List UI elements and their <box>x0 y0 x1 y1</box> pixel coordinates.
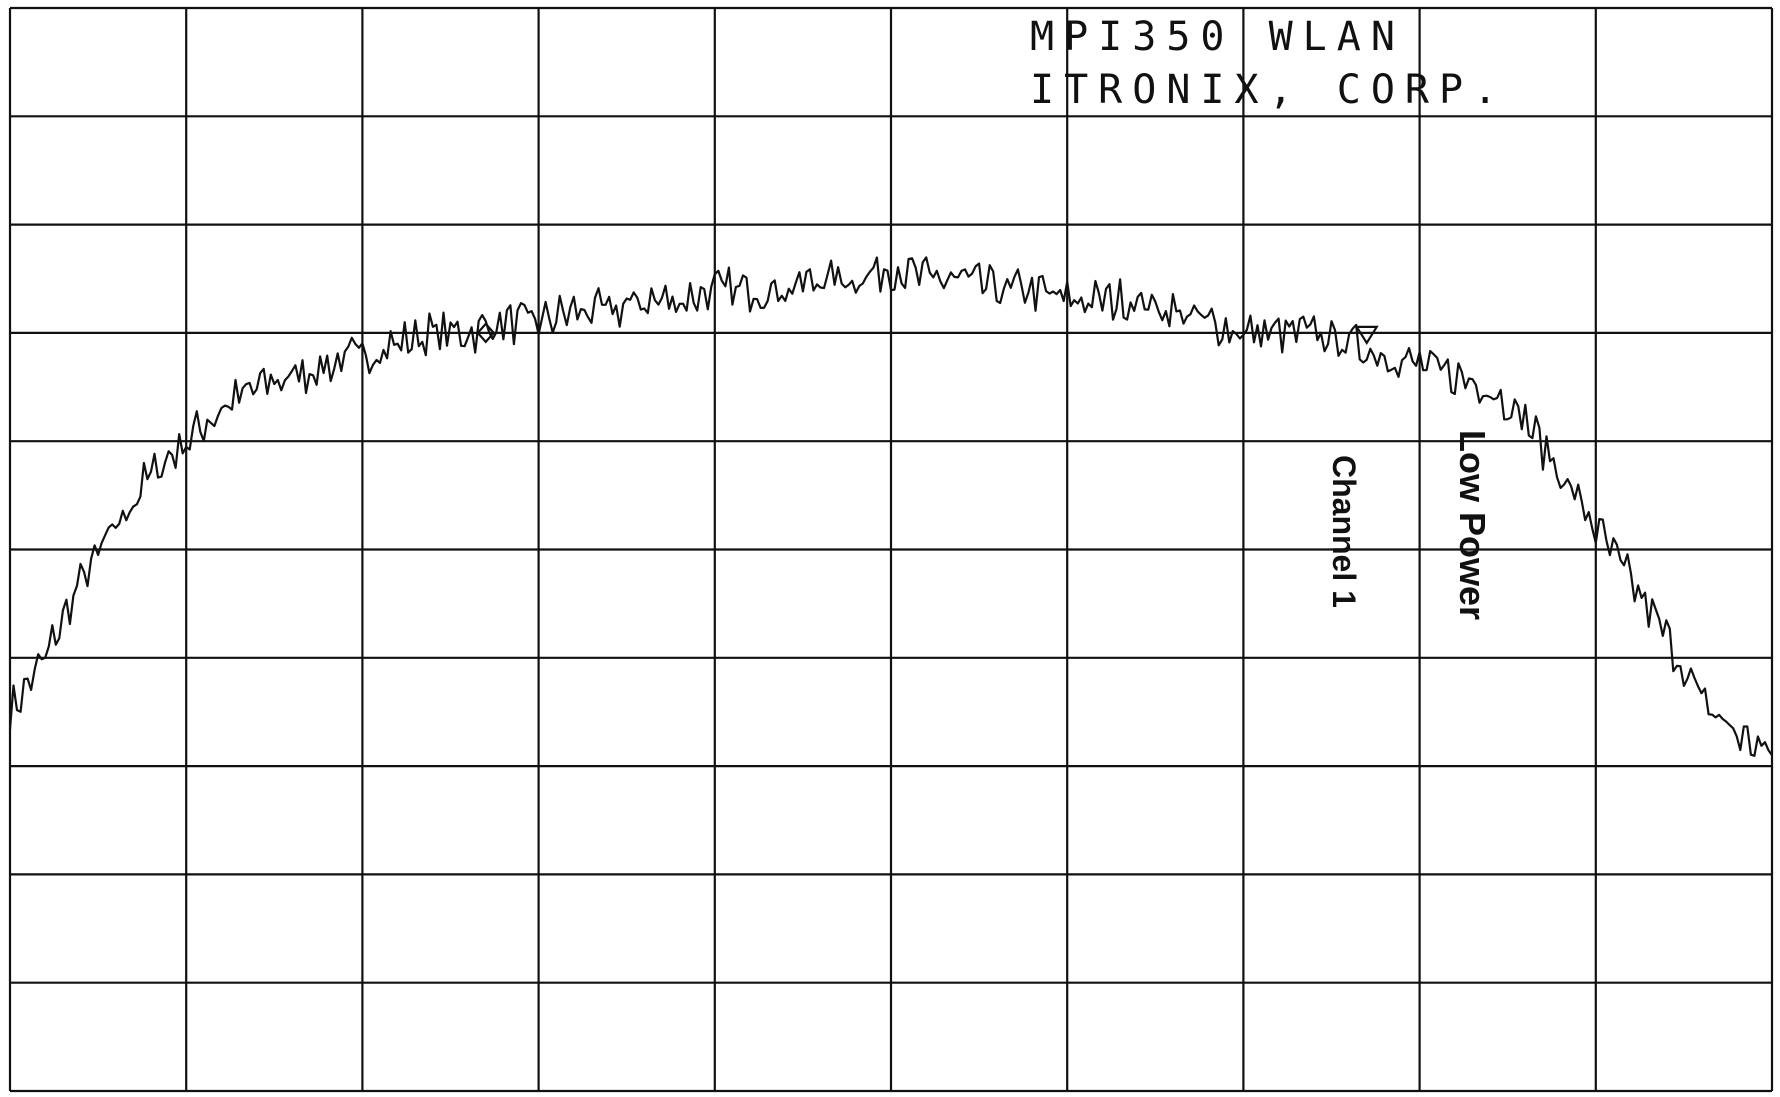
header-line-2: ITRONIX, CORP. <box>1030 67 1507 113</box>
marker-diamond-icon <box>476 322 496 344</box>
annotation-low-power: Low Power <box>1452 430 1493 620</box>
trace-markers <box>476 322 1379 345</box>
marker-triangle-icon <box>1354 325 1379 345</box>
trace-line <box>8 256 1773 757</box>
header-line-1: MPI350 WLAN <box>1030 14 1405 60</box>
plot-grid <box>8 6 1774 1093</box>
annotation-channel: Channel 1 <box>1326 455 1362 608</box>
